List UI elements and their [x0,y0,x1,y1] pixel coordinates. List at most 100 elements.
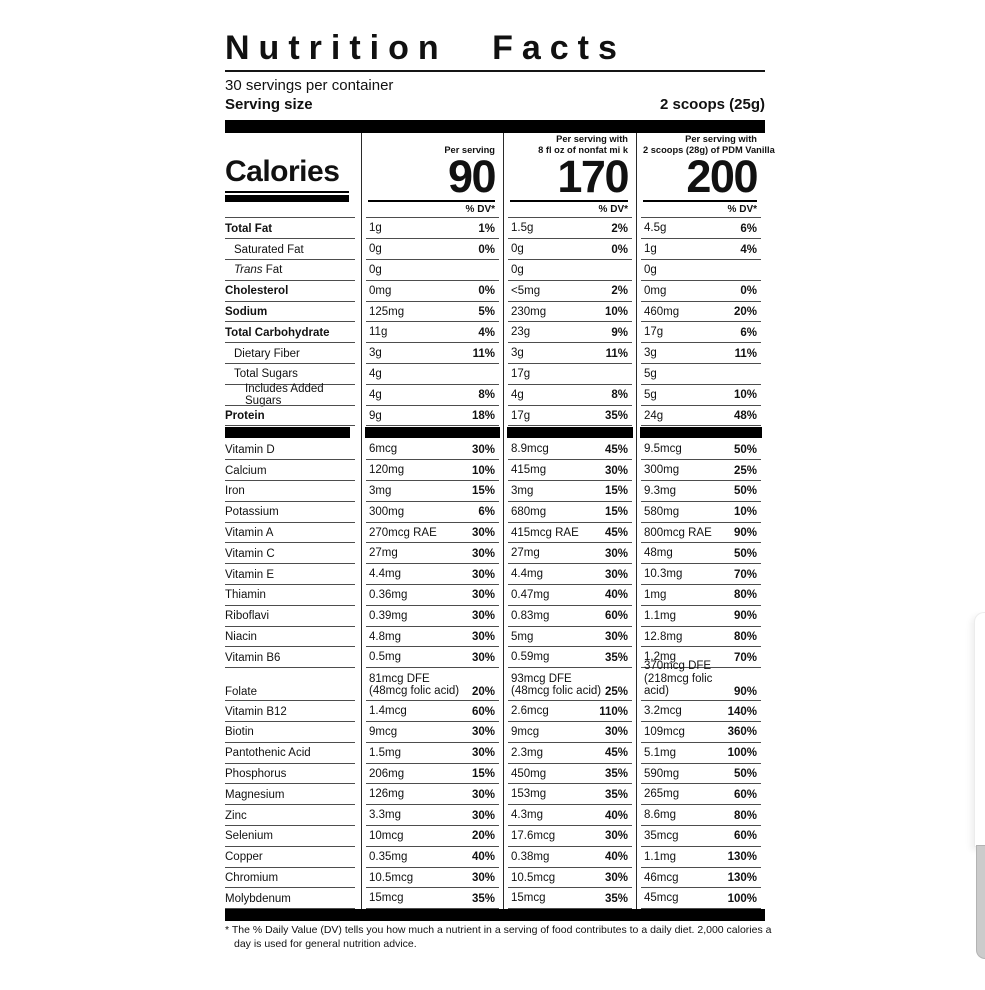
nutrient-value-cell: 206mg 15% [361,763,503,785]
dv-percent-value: 130% [727,851,757,864]
nutrient-label: Dietary Fiber [234,347,300,360]
nutrient-value-cell: 0g 0% [503,239,636,260]
nutrient-row-label-cell: Vitamin B6 [225,647,361,668]
nutrient-value-cell: 5g [636,363,765,385]
serving-size-value: 2 scoops (25g) [659,96,765,114]
nutrient-label: Biotin [225,726,254,739]
nutrient-value-cell: 81mcg DFE (48mcg folic acid) 20% [361,668,503,702]
dv-percent-value: 20% [471,686,495,699]
dv-percent-value: 140% [727,705,757,718]
dv-percent-value: 5% [478,305,495,318]
separator-bar-segment [225,427,350,439]
amount-value: 580mg [644,505,680,518]
amount-value: 4.8mg [369,630,401,643]
serving-size-row: Serving size 2 scoops (25g) [225,96,765,120]
dv-percent-value: 18% [471,409,495,422]
dv-percent-value: 30% [471,726,495,739]
amount-value: 590mg [644,767,680,780]
nutrient-row-label-cell: Folate [225,668,361,702]
dv-percent-value: 45% [604,526,628,539]
amount-value: 93mcg DFE (48mcg folic acid) [511,672,602,698]
dv-percent-value: 50% [733,485,757,498]
dv-percent-value: 60% [733,830,757,843]
divider-bar-bottom [225,909,765,922]
nutrient-label: Niacin [225,630,257,643]
nutrient-label: Zinc [225,809,247,822]
nutrient-value-cell: 8.9mcg 45% [503,439,636,461]
amount-value: 4g [511,388,524,401]
nutrient-row-label-cell: Vitamin A [225,523,361,544]
dv-percent-value: 15% [471,767,495,780]
nutrient-label: Cholesterol [225,285,289,298]
nutrient-label: Vitamin D [225,443,275,456]
nutrient-value-cell: 9g 18% [361,405,503,427]
background-card-edge-bottom [976,845,985,959]
amount-value: 4.5g [644,222,667,235]
nutrient-value-cell: 1mg 80% [636,584,765,606]
amount-value: 109mcg [644,726,685,738]
nutrient-value-cell: 415mg 30% [503,460,636,481]
amount-value: 230mg [511,305,547,318]
dv-percent-value: 45% [604,443,628,456]
amount-value: 46mcg [644,871,679,884]
nutrient-label: Copper [225,851,263,864]
nutrient-value-cell: 0.47mg 40% [503,584,636,606]
nutrient-value-cell: 27mg 30% [503,543,636,565]
column-header-line: Per serving [444,145,495,156]
nutrient-label: Calcium [225,464,267,477]
amount-value: 4.3mg [511,809,543,822]
dv-percent-value: 25% [733,464,757,477]
amount-value: 270mcg RAE [369,526,437,539]
dv-percent-value: 35% [604,788,628,801]
dv-percent-value: 30% [604,726,628,739]
dv-percent-value: 6% [740,222,757,235]
amount-value: 8.6mg [644,809,676,822]
dv-percent-value: 30% [471,547,495,560]
nutrient-label: Vitamin B6 [225,651,281,664]
nutrient-value-cell: 270mcg RAE 30% [361,522,503,544]
amount-value: 1g [369,222,382,235]
nutrient-value-cell: 35mcg 60% [636,825,765,847]
separator-bar-segment [365,427,500,439]
amount-value: 9.3mg [644,485,676,498]
nutrient-value-cell: 4.5g 6% [636,218,765,240]
amount-value: 120mg [369,464,405,477]
nutrient-value-cell: 17g 6% [636,322,765,344]
amount-value: 1.1mg [644,609,676,622]
percent-dv-header: % DV* [465,204,495,216]
calories-value: 170 [557,151,629,203]
amount-value: 10.3mg [644,568,683,581]
dv-percent-value: 90% [733,526,757,539]
amount-value: 370mcg DFE (218mcg folic acid) [644,660,713,698]
dv-percent-value: 100% [727,892,757,905]
dv-percent-value: 0% [478,285,495,298]
nutrient-label: Pantothenic Acid [225,747,311,760]
nutrient-label: Selenium [225,830,273,843]
amount-value: 15mcg [369,892,404,905]
nutrient-value-cell: 460mg 20% [636,301,765,323]
nutrient-row-label-cell: Phosphorus [225,764,361,785]
nutrient-value-cell: 1.1mg 90% [636,605,765,627]
nutrient-value-cell: 125mg 5% [361,301,503,323]
dv-percent-value: 30% [604,871,628,884]
dv-percent-value: 30% [604,547,628,560]
amount-value: 17g [644,326,664,339]
percent-dv-header: % DV* [727,204,757,216]
calories-rule [643,199,757,203]
dv-percent-value: 30% [604,464,628,477]
dv-percent-value: 10% [733,389,757,402]
nutrient-value-cell: 230mg 10% [503,301,636,323]
dv-percent-value: 130% [727,871,757,884]
nutrient-label: Sodium [225,305,268,318]
dv-percent-value: 30% [471,788,495,801]
amount-value: 3.3mg [369,809,401,822]
dv-percent-value: 40% [604,851,628,864]
amount-value: 3g [511,347,524,360]
dv-percent-value: 50% [733,443,757,456]
calories-value: 200 [686,151,758,203]
nutrient-row-label-cell: Vitamin D [225,439,361,460]
nutrient-label: Magnesium [225,788,285,801]
section-separator-bar [361,426,503,440]
dv-percent-value: 70% [733,651,757,664]
